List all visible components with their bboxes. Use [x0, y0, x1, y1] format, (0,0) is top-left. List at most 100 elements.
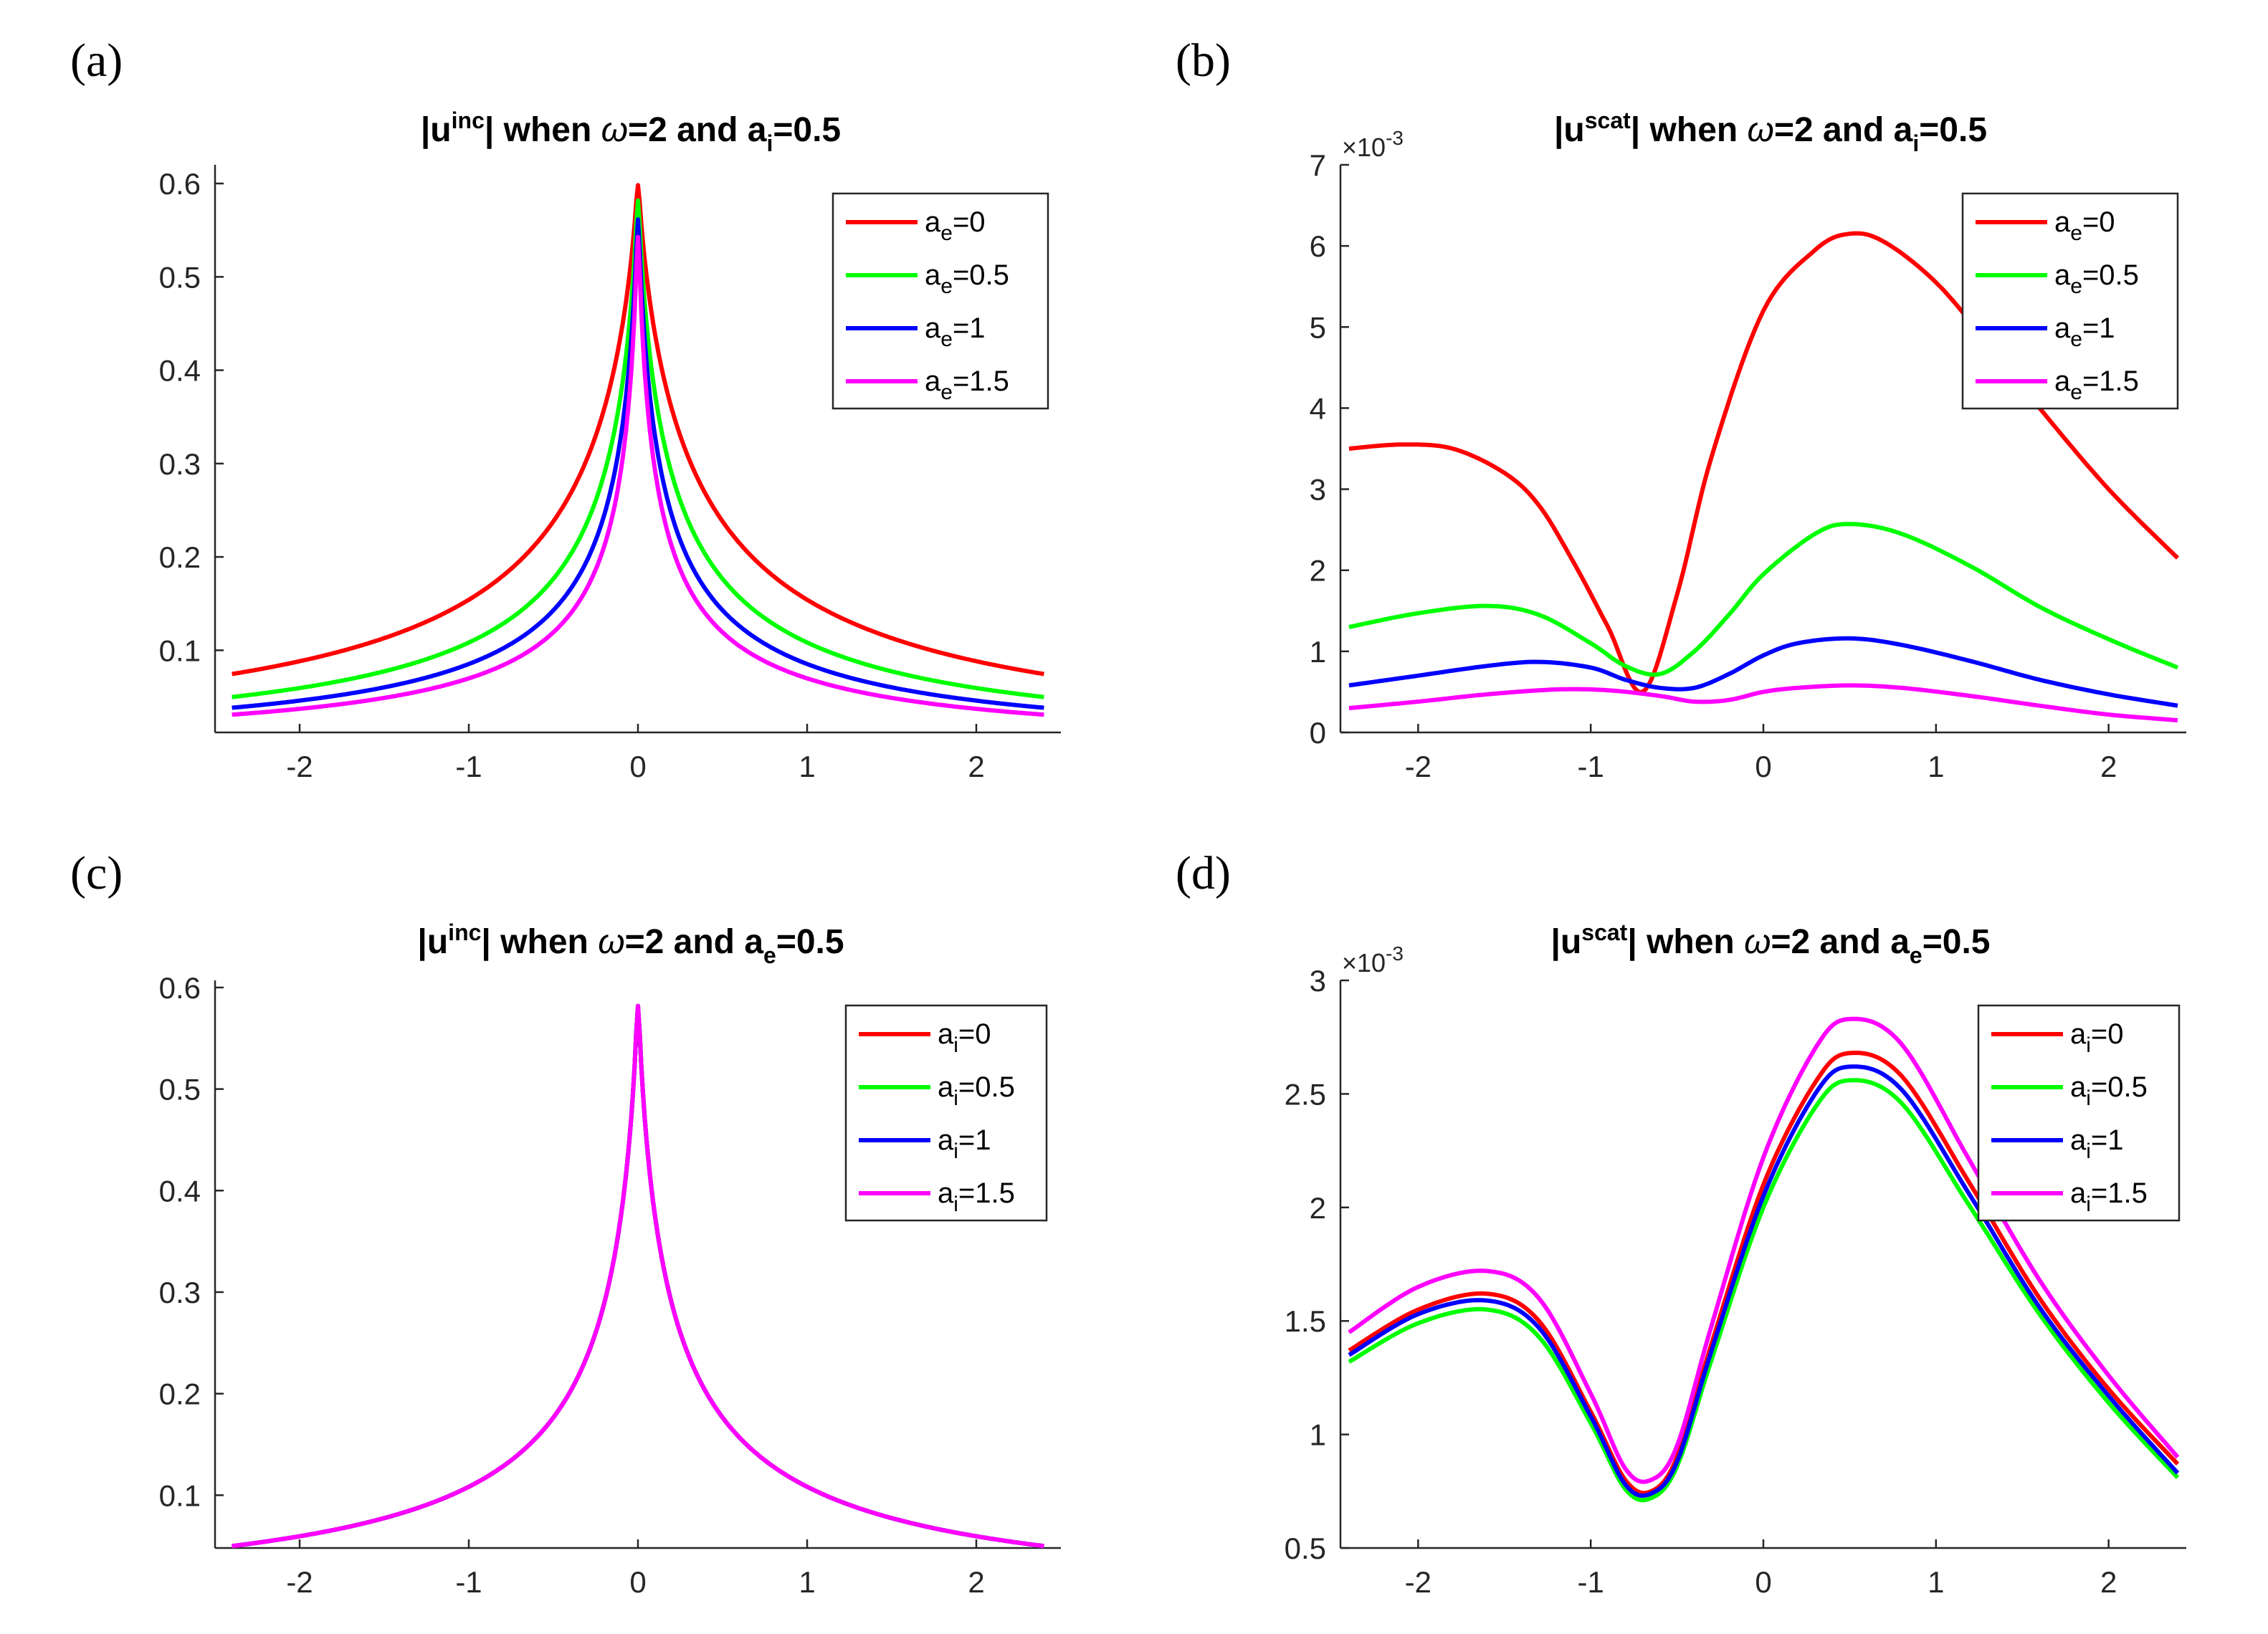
- x-tick-label: 0: [629, 750, 646, 783]
- y-tick-label: 7: [1310, 148, 1326, 182]
- legend-var: a: [2054, 206, 2071, 238]
- axis-multiplier: ×10-3: [1342, 942, 1404, 978]
- y-tick-label: 3: [1310, 473, 1326, 507]
- legend-sub: i: [2086, 1193, 2091, 1216]
- title-subscript: e: [1910, 942, 1922, 968]
- multiplier-exponent: -3: [1386, 942, 1404, 965]
- axis-multiplier: ×10-3: [1342, 127, 1404, 162]
- series-line-1: [232, 183, 1044, 677]
- legend-value: =1.5: [953, 366, 1009, 397]
- legend-value: =0.5: [2091, 1071, 2148, 1103]
- title-prefix: |u: [1554, 111, 1585, 149]
- legend-entry: ai=0: [938, 1018, 991, 1057]
- legend-var: a: [2054, 366, 2071, 397]
- legend-entry: ae=1.5: [2054, 366, 2139, 404]
- legend-entry: ai=0.5: [2070, 1071, 2148, 1110]
- y-tick-label: 1.5: [1285, 1304, 1326, 1338]
- series-line-4: [232, 234, 1044, 717]
- series-group: [232, 183, 1044, 717]
- legend-sub: e: [2070, 381, 2082, 404]
- legend: ae=0ae=0.5ae=1ae=1.5: [1961, 192, 2179, 410]
- legend-var: a: [2070, 1018, 2087, 1050]
- chart-title: |uinc| when ω=2 and ai=0.5: [421, 108, 841, 156]
- chart-title: |uscat| when ω=2 and ai=0.5: [1554, 108, 1987, 156]
- y-tick-label: 0.5: [159, 1073, 201, 1107]
- x-tick-label: 2: [968, 1565, 984, 1599]
- x-tick-label: 0: [629, 1565, 646, 1599]
- x-tick-label: 1: [1928, 1565, 1944, 1599]
- y-tick-label: 0.5: [159, 260, 201, 294]
- legend-var: a: [2070, 1177, 2087, 1209]
- series-line-2: [232, 198, 1044, 699]
- title-mid: | when: [1631, 111, 1748, 149]
- y-tick-label: 0.4: [159, 354, 201, 388]
- x-tick-label: -1: [455, 750, 482, 783]
- legend-entry: ai=0: [2070, 1018, 2124, 1057]
- series-group: [232, 1003, 1044, 1549]
- legend-value: =0.5: [953, 259, 1009, 291]
- x-tick-label: 0: [1755, 750, 1771, 783]
- title-omega: ω: [601, 111, 628, 149]
- legend-entry: ai=1: [938, 1124, 991, 1163]
- y-tick-label: 2: [1310, 554, 1326, 588]
- title-eq: =2 and a: [1771, 923, 1910, 961]
- legend-sub: i: [2086, 1033, 2091, 1057]
- legend-entry: ae=0.5: [925, 259, 1009, 298]
- legend-sub: e: [2070, 274, 2082, 298]
- legend-sub: i: [2086, 1086, 2091, 1110]
- legend-box: [1961, 192, 2179, 410]
- legend-var: a: [2054, 259, 2071, 291]
- title-tail: =0.5: [1919, 111, 1987, 149]
- multiplier-base: ×10: [1342, 948, 1386, 978]
- panel-label: (a): [70, 34, 123, 87]
- x-tick-label: 1: [799, 1565, 815, 1599]
- y-tick-label: 1: [1310, 1418, 1326, 1452]
- title-mid: | when: [485, 111, 601, 149]
- y-tick-label: 5: [1310, 310, 1326, 344]
- title-superscript: scat: [1581, 919, 1627, 945]
- y-tick-label: 0.3: [159, 1276, 201, 1309]
- x-tick-label: 2: [2100, 1565, 2117, 1599]
- legend-sub: e: [940, 381, 953, 404]
- legend-sub: e: [940, 328, 953, 351]
- y-tick-label: 0.2: [159, 1377, 201, 1411]
- y-tick-label: 3: [1310, 964, 1326, 998]
- y-tick-label: 0.5: [1285, 1532, 1326, 1565]
- title-omega: ω: [1748, 111, 1774, 149]
- x-tick-label: -2: [1405, 750, 1431, 783]
- legend-sub: i: [953, 1033, 958, 1057]
- series-line-3: [1348, 636, 2178, 708]
- y-tick-label: 0.6: [159, 971, 201, 1005]
- title-superscript: inc: [448, 919, 481, 945]
- panel-label: (b): [1176, 34, 1231, 87]
- title-subscript: i: [766, 130, 773, 156]
- legend-var: a: [938, 1018, 954, 1050]
- chart-title: |uscat| when ω=2 and ae=0.5: [1551, 919, 1991, 968]
- legend-var: a: [2054, 312, 2071, 344]
- title-mid: | when: [1627, 923, 1744, 961]
- x-tick-label: -2: [286, 1565, 313, 1599]
- series-line-2: [1348, 1078, 2180, 1503]
- panel-label: (d): [1176, 847, 1231, 899]
- legend-entry: ae=1: [925, 312, 986, 351]
- series-line-3: [232, 217, 1044, 710]
- x-tick-label: -2: [1405, 1565, 1431, 1599]
- title-prefix: |u: [417, 923, 448, 961]
- chart-panel-b: (b)|uscat| when ω=2 and ai=0.5-2 -1 0 1 2012…: [1176, 34, 2186, 783]
- legend-entry: ae=1.5: [925, 366, 1009, 404]
- legend-value: =0: [2091, 1018, 2124, 1050]
- multiplier-exponent: -3: [1386, 127, 1404, 149]
- legend-sub: i: [953, 1140, 958, 1163]
- legend-entry: ae=1: [2054, 312, 2115, 351]
- y-tick-label: 0.1: [159, 1478, 201, 1512]
- legend-entry: ai=1: [2070, 1124, 2124, 1163]
- legend-var: a: [925, 259, 941, 291]
- title-eq: =2 and a: [628, 111, 767, 149]
- y-tick-label: 1: [1310, 635, 1326, 669]
- chart-panel-c: (c)|uinc| when ω=2 and ae=0.5-2 -1 0 1 20.10…: [70, 847, 1061, 1599]
- legend-value: =0: [958, 1018, 991, 1050]
- legend-entry: ai=0.5: [938, 1071, 1015, 1110]
- y-tick-label: 4: [1310, 391, 1326, 425]
- chart-title: |uinc| when ω=2 and ae=0.5: [417, 919, 844, 968]
